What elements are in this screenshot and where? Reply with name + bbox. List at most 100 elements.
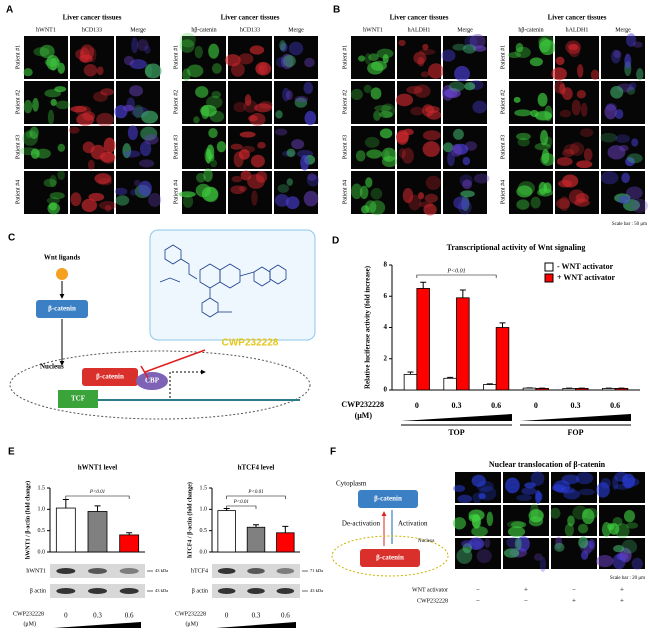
transcription-arrow	[169, 369, 206, 398]
group-title: Liver cancer tissues	[548, 14, 607, 22]
micrograph-signal	[629, 82, 637, 91]
nucleus-outline	[9, 350, 311, 420]
micrograph-signal	[540, 153, 555, 166]
micrograph-signal	[54, 86, 67, 93]
x-tick-label: 0	[415, 401, 419, 410]
micrograph-signal	[632, 41, 643, 48]
micrograph-signal	[285, 90, 293, 100]
micrograph-signal	[138, 159, 155, 168]
micrograph-signal	[206, 144, 215, 160]
micrograph-signal	[626, 86, 636, 95]
y-tick-label: 8	[384, 261, 388, 269]
column-label: hWNT1	[363, 27, 383, 33]
micrograph-signal	[555, 56, 565, 66]
protein-box	[360, 549, 420, 567]
row-label: Patient #1	[173, 45, 179, 69]
micrograph-signal	[626, 33, 637, 47]
micrograph-signal	[366, 149, 383, 159]
blot-size: 43 kDa	[310, 588, 323, 593]
micrograph-signal	[250, 154, 265, 168]
micrograph-signal	[613, 545, 625, 553]
error-bar	[499, 322, 506, 328]
blot-band	[119, 588, 139, 594]
row-label: Patient #4	[15, 180, 21, 204]
micrograph-signal	[139, 141, 152, 157]
micrograph-signal	[596, 554, 614, 568]
micrograph-signal	[528, 509, 544, 523]
blot-size: 71 kDa	[310, 568, 323, 573]
micrograph-signal	[576, 160, 593, 169]
micrograph-signal	[564, 523, 575, 537]
micrograph-signal	[473, 540, 482, 549]
micrograph-signal	[364, 136, 380, 148]
group-label: FOP	[568, 428, 584, 437]
x-tick-label: 0.3	[252, 612, 261, 620]
micrograph-signal	[476, 549, 492, 564]
micrograph-signal	[133, 179, 141, 187]
micrograph-signal	[580, 128, 594, 138]
error-bar	[94, 505, 101, 512]
micrograph-signal	[555, 198, 571, 209]
micrograph-signal	[186, 64, 204, 78]
significance-bracket	[416, 274, 497, 278]
micrograph-signal	[258, 62, 268, 75]
micrograph-signal	[567, 515, 575, 527]
error-bar	[447, 376, 454, 379]
micrograph-signal	[46, 197, 60, 205]
micrograph-signal	[32, 97, 39, 112]
micrograph-signal	[568, 189, 585, 205]
legend-label: - WNT activator	[557, 262, 614, 271]
micrograph-signal	[462, 44, 477, 54]
micrograph-signal	[288, 41, 304, 56]
blot-band	[247, 568, 265, 574]
micrograph-signal	[373, 110, 381, 121]
micrograph-signal	[521, 487, 537, 495]
y-tick-label: 0.0	[200, 549, 208, 555]
legend-swatch	[544, 273, 554, 283]
bar	[246, 526, 266, 553]
micrograph-signal	[208, 128, 218, 139]
x-tick-label: 0.6	[125, 612, 134, 620]
blot-band	[119, 568, 139, 574]
micrograph-signal	[486, 511, 494, 527]
dose-wedge	[401, 414, 512, 421]
micrograph-signal	[282, 54, 296, 68]
micrograph-signal	[249, 45, 265, 55]
micrograph-signal	[550, 507, 561, 519]
micrograph-signal	[539, 39, 556, 56]
micrograph-signal	[507, 520, 524, 529]
x-tick-label: 0.6	[491, 401, 501, 410]
legend-label: + WNT activator	[557, 273, 615, 282]
micrograph-signal	[530, 471, 545, 486]
micrograph-signal	[563, 143, 580, 155]
panel-letter: E	[8, 447, 15, 458]
micrograph-signal	[131, 37, 139, 54]
protein-label: β-catenin	[376, 554, 404, 562]
micrograph-signal	[370, 187, 383, 200]
y-axis-label: hWNT1 / β-actin (fold change)	[24, 481, 31, 559]
micrograph-signal	[425, 175, 441, 190]
micrograph-signal	[374, 104, 392, 112]
blot-band	[247, 588, 265, 594]
x-axis-unit: (μM)	[355, 411, 373, 420]
micrograph-signal	[580, 550, 589, 560]
micrograph-signal	[453, 196, 469, 210]
micrograph-signal	[39, 44, 55, 59]
protein-box	[358, 490, 418, 508]
micrograph-signal	[614, 109, 624, 120]
micrograph-signal	[194, 45, 203, 59]
blot-band	[276, 588, 295, 594]
micrograph-signal	[514, 109, 532, 117]
micrograph-signal	[460, 190, 475, 198]
micrograph-signal	[422, 141, 440, 157]
micrograph-signal	[516, 199, 530, 210]
micrograph-signal	[201, 186, 219, 202]
micrograph-signal	[562, 148, 575, 158]
dose-wedge	[54, 622, 141, 628]
micrograph-signal	[478, 492, 486, 500]
micrograph-signal	[471, 474, 486, 487]
column-label: Merge	[615, 27, 631, 33]
micrograph-signal	[96, 66, 104, 76]
blot-band	[56, 568, 76, 574]
micrograph-signal	[456, 548, 473, 564]
